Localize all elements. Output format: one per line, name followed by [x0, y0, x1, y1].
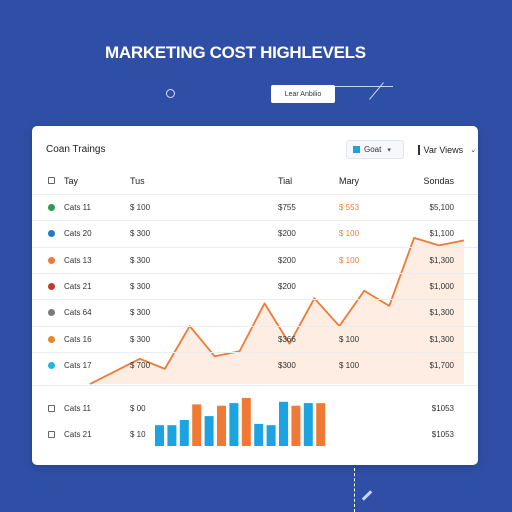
row-value: $366 [278, 334, 296, 344]
dropdown-label: Goat [364, 145, 382, 154]
table-row[interactable]: Cats 16 $ 300 $366 $ 100 $1,300 [32, 325, 478, 352]
chevron-down-icon: ⌄ [470, 146, 477, 154]
blue-square-icon [353, 146, 360, 153]
status-dot-icon [48, 309, 55, 317]
learn-button[interactable]: Lear Anbilio [271, 85, 335, 103]
row-name: Cats 21 [64, 430, 92, 439]
row-value: $ 300 [130, 229, 151, 239]
row-value: $ 00 [130, 404, 146, 413]
table-row[interactable]: Cats 21 $ 300 $200 $1,000 [32, 272, 478, 299]
row-total: $1,700 [429, 360, 454, 370]
dashed-connector [354, 468, 355, 512]
row-value: $ 300 [130, 308, 151, 318]
row-name: Cats 13 [64, 255, 92, 265]
row-value: $200 [278, 255, 296, 265]
row-checkbox[interactable] [48, 431, 55, 438]
row-total: $1053 [431, 430, 454, 439]
row-name: Cats 16 [64, 334, 92, 344]
status-dot-icon [48, 256, 55, 264]
row-total: $1,000 [429, 281, 454, 291]
column-header[interactable]: Tay [64, 176, 79, 186]
row-name: Cats 17 [64, 360, 92, 370]
row-value: $300 [278, 360, 296, 370]
column-header[interactable]: Tial [278, 176, 293, 186]
card-title: Coan Traings [46, 144, 106, 155]
table-row[interactable]: Cats 17 $ 700 $300 $ 100 $1,700 [32, 351, 478, 378]
views-dropdown[interactable]: Var Views ⌄ [418, 140, 476, 159]
row-value: $ 100 [339, 255, 360, 265]
row-value: $ 100 [339, 360, 360, 370]
section-divider [32, 385, 478, 386]
bar-icon [418, 144, 420, 155]
table-header: Tay Tus Tial Mary Sondas [32, 168, 478, 194]
row-name: Cats 21 [64, 281, 92, 291]
row-value: $ 300 [130, 255, 151, 265]
row-value: $ 100 [339, 334, 360, 344]
status-dot-icon [48, 204, 55, 211]
row-total: $1,300 [429, 255, 454, 265]
column-header[interactable]: Tus [130, 176, 145, 186]
arrow-decoration [361, 490, 373, 501]
table-row[interactable]: Cats 11 $ 100 $755 $ 553 $5,100 [32, 194, 478, 220]
select-all-checkbox[interactable] [48, 177, 55, 184]
row-total: $1053 [431, 404, 454, 413]
page-title: MARKETING COST HIGHLEVELS [105, 43, 366, 62]
row-name: Cats 11 [64, 203, 91, 212]
row-value: $ 100 [339, 229, 360, 239]
table-row[interactable]: Cats 64 $ 300 $1,300 [32, 299, 478, 325]
table-row[interactable]: Cats 11 $ 00 $1053 [32, 396, 478, 422]
row-total: $5,100 [429, 203, 454, 212]
row-name: Cats 64 [64, 308, 92, 318]
row-value: $755 [278, 203, 296, 212]
row-value: $ 100 [130, 203, 151, 212]
table-row[interactable]: Cats 13 $ 300 $200 $ 100 $1,300 [32, 246, 478, 273]
ring-decoration [166, 89, 175, 98]
row-checkbox[interactable] [48, 405, 55, 412]
chevron-down-icon: ▾ [387, 146, 391, 154]
dropdown-label: Var Views [423, 144, 464, 155]
table-row[interactable]: Cats 20 $ 300 $200 $ 100 $1,100 [32, 220, 478, 246]
row-value: $ 300 [130, 334, 151, 344]
row-value: $ 10 [130, 430, 146, 439]
table-row[interactable]: Cats 21 $ 10 $1053 [32, 422, 478, 448]
status-dot-icon [48, 282, 55, 290]
decorative-line [369, 82, 384, 100]
status-dot-icon [48, 361, 55, 369]
goal-dropdown[interactable]: Goat ▾ [346, 140, 404, 159]
row-value: $ 300 [130, 281, 151, 291]
status-dot-icon [48, 335, 55, 343]
status-dot-icon [48, 230, 55, 238]
row-name: Cats 20 [64, 229, 92, 239]
row-total: $1,300 [429, 334, 454, 344]
row-name: Cats 11 [64, 404, 91, 413]
row-total: $1,100 [429, 229, 454, 239]
column-header[interactable]: Sondas [423, 176, 454, 186]
row-value: $200 [278, 281, 296, 291]
data-card: Coan Traings Goat ▾ Var Views ⌄ Tay Tus … [32, 126, 478, 465]
column-header[interactable]: Mary [339, 176, 359, 186]
row-value: $ 553 [339, 203, 360, 212]
row-total: $1,300 [429, 308, 454, 318]
decorative-line [335, 86, 393, 87]
row-value: $200 [278, 229, 296, 239]
row-value: $ 700 [130, 360, 151, 370]
